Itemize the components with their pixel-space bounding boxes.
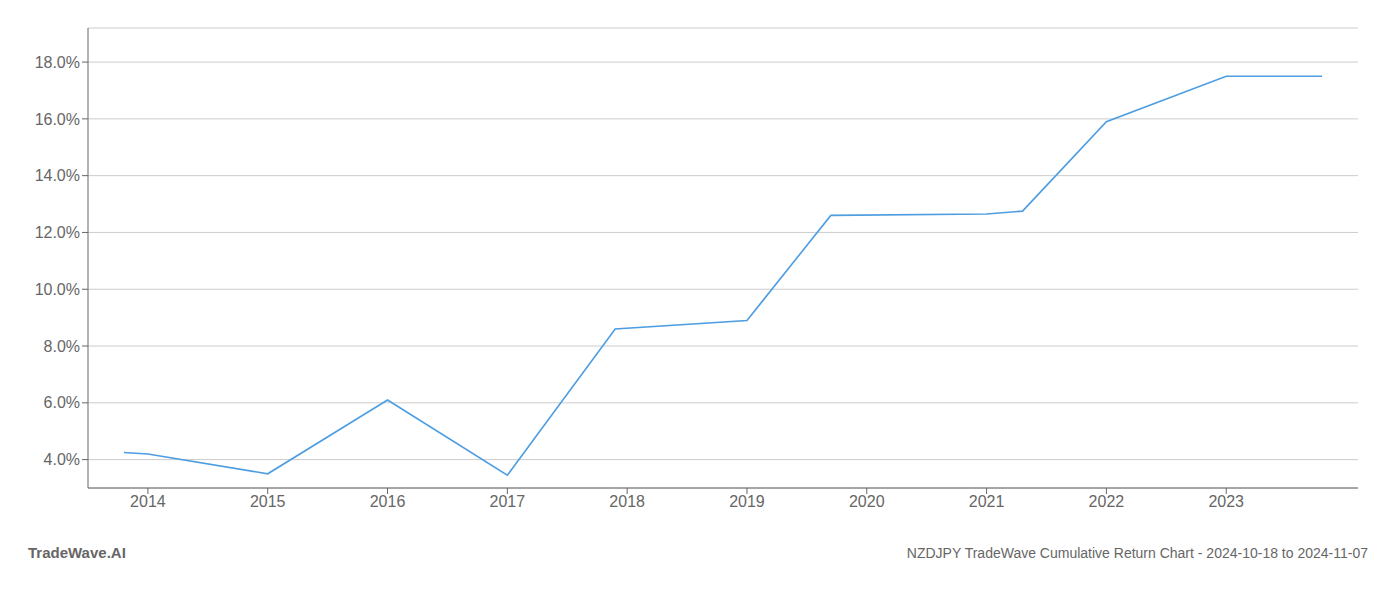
- svg-text:6.0%: 6.0%: [44, 394, 80, 411]
- svg-text:18.0%: 18.0%: [35, 54, 80, 71]
- svg-text:2019: 2019: [729, 493, 765, 510]
- svg-text:16.0%: 16.0%: [35, 111, 80, 128]
- svg-text:2021: 2021: [969, 493, 1005, 510]
- svg-text:2020: 2020: [849, 493, 885, 510]
- svg-text:14.0%: 14.0%: [35, 167, 80, 184]
- svg-text:12.0%: 12.0%: [35, 224, 80, 241]
- svg-text:4.0%: 4.0%: [44, 451, 80, 468]
- svg-text:2018: 2018: [609, 493, 645, 510]
- svg-text:2016: 2016: [370, 493, 406, 510]
- svg-text:2015: 2015: [250, 493, 286, 510]
- svg-text:8.0%: 8.0%: [44, 338, 80, 355]
- html-text:NZDJPY TradeWave Cumulative Re: NZDJPY TradeWave Cumulative Return Chart…: [906, 545, 1368, 561]
- html-text:TradeWave.AI: TradeWave.AI: [28, 544, 126, 561]
- svg-text:2022: 2022: [1089, 493, 1125, 510]
- svg-text:2017: 2017: [490, 493, 526, 510]
- svg-text:2023: 2023: [1208, 493, 1244, 510]
- svg-text:2014: 2014: [130, 493, 166, 510]
- svg-text:10.0%: 10.0%: [35, 281, 80, 298]
